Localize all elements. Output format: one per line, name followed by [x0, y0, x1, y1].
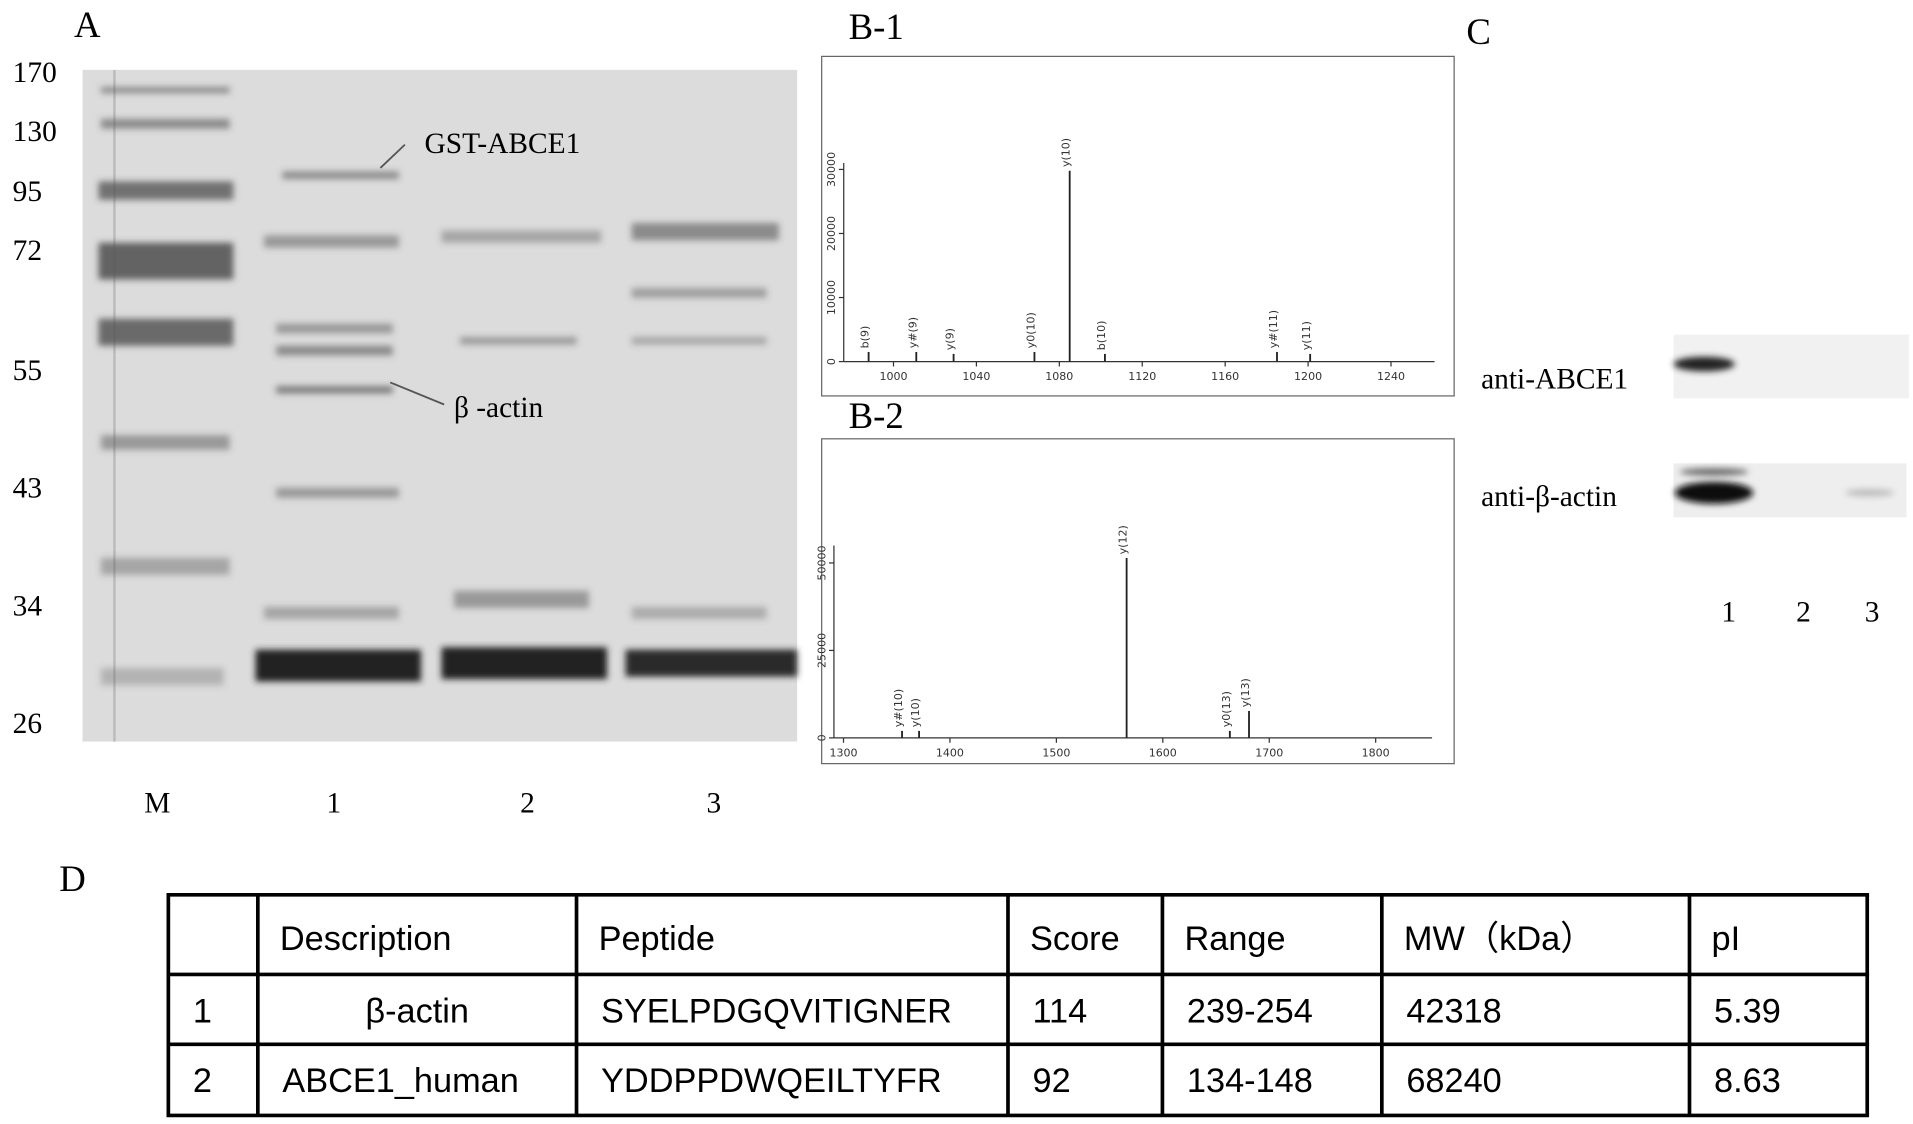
peak-label: y0(13) — [1220, 691, 1233, 727]
table-cell: 114 — [1032, 992, 1087, 1030]
table-cell: 8.63 — [1714, 1062, 1781, 1100]
western-blot — [1673, 334, 1909, 518]
y-tick-label: 10000 — [825, 280, 838, 315]
x-tick-label: 1300 — [829, 746, 857, 759]
lane-label: M — [144, 788, 170, 820]
table-cell: 134-148 — [1187, 1062, 1313, 1100]
marker-label: 43 — [13, 473, 42, 505]
y-tick-label: 30000 — [825, 152, 838, 187]
x-tick-label: 1600 — [1149, 746, 1177, 759]
table-cell: 5.39 — [1714, 992, 1781, 1030]
annotation: GST-ABCE1 — [425, 128, 581, 160]
table-cell: 42318 — [1406, 992, 1501, 1030]
header-cell: Score — [1030, 920, 1120, 958]
peak-label: b(9) — [859, 326, 872, 349]
x-tick-label: 1400 — [936, 746, 964, 759]
peak-label: y(10) — [1060, 138, 1073, 167]
table-cell: β-actin — [365, 992, 469, 1030]
x-tick-label: 1240 — [1377, 370, 1405, 383]
marker-label: 26 — [13, 708, 42, 740]
marker-label: 95 — [13, 176, 42, 208]
x-tick-label: 1000 — [879, 370, 907, 383]
table-cell: 68240 — [1406, 1062, 1501, 1100]
panel-label: B-2 — [849, 395, 904, 436]
marker-label: 34 — [13, 590, 43, 622]
peak-label: y#(10) — [892, 689, 905, 727]
panel-label: C — [1466, 11, 1491, 52]
panel-label: B-1 — [849, 6, 904, 47]
table-cell: 239-254 — [1187, 992, 1313, 1030]
peak-label: y(9) — [944, 328, 957, 350]
y-tick-label: 0 — [815, 734, 828, 741]
x-tick-label: 1040 — [962, 370, 990, 383]
lane-label: 3 — [706, 788, 721, 820]
lane-label: 3 — [1865, 596, 1880, 628]
panel-label: D — [59, 858, 86, 899]
marker-label: 72 — [13, 235, 42, 267]
peak-label: y(11) — [1300, 321, 1313, 350]
header-cell: pI — [1712, 920, 1741, 958]
table-cell: ABCE1_human — [282, 1062, 519, 1100]
x-tick-label: 1800 — [1362, 746, 1390, 759]
peak-label: y(10) — [909, 698, 922, 727]
header-cell: Description — [280, 920, 452, 958]
header-cell: Peptide — [599, 920, 715, 958]
lane-label: 1 — [1721, 596, 1736, 628]
table: Description Peptide Score Range MW（kDa） pI 1 β-… — [166, 892, 1870, 1118]
marker-label: 170 — [13, 57, 57, 89]
x-tick-label: 1500 — [1042, 746, 1070, 759]
table-cell: YDDPPDWQEILTYFR — [601, 1062, 942, 1100]
row-label: anti-ABCE1 — [1481, 364, 1628, 396]
row-label: anti-β-actin — [1481, 481, 1617, 513]
x-tick-label: 1200 — [1294, 370, 1322, 383]
table-cell: 92 — [1032, 1062, 1070, 1100]
marker-label: 55 — [13, 355, 42, 387]
x-tick-label: 1080 — [1045, 370, 1073, 383]
spectrum-frame — [821, 438, 1455, 765]
annotation: β -actin — [454, 392, 544, 424]
x-tick-label: 1700 — [1255, 746, 1283, 759]
peak-label: y#(11) — [1267, 310, 1280, 348]
panel-label: A — [74, 4, 101, 45]
lane-label: 2 — [1796, 596, 1811, 628]
lane-label: 1 — [326, 788, 341, 820]
x-tick-label: 1160 — [1211, 370, 1239, 383]
y-tick-label: 50000 — [815, 545, 828, 580]
y-tick-label: 25000 — [815, 633, 828, 668]
peak-label: y#(9) — [906, 317, 919, 348]
header-cell: Range — [1184, 920, 1285, 958]
spectrum-frame — [821, 55, 1455, 397]
table-cell: 2 — [193, 1062, 212, 1100]
lane-label: 2 — [520, 788, 535, 820]
table-cell: SYELPDGQVITIGNER — [601, 992, 952, 1030]
table-cell: 1 — [193, 992, 212, 1030]
peak-label: y(13) — [1239, 678, 1252, 707]
gel-image — [82, 69, 798, 742]
x-tick-label: 1120 — [1128, 370, 1156, 383]
y-tick-label: 20000 — [825, 216, 838, 251]
peak-label: y0(10) — [1024, 312, 1037, 348]
header-cell: MW（kDa） — [1404, 920, 1595, 958]
y-tick-label: 0 — [825, 358, 838, 365]
marker-label: 130 — [13, 116, 57, 148]
peak-label: y(12) — [1117, 525, 1130, 554]
peak-label: b(10) — [1095, 321, 1108, 351]
